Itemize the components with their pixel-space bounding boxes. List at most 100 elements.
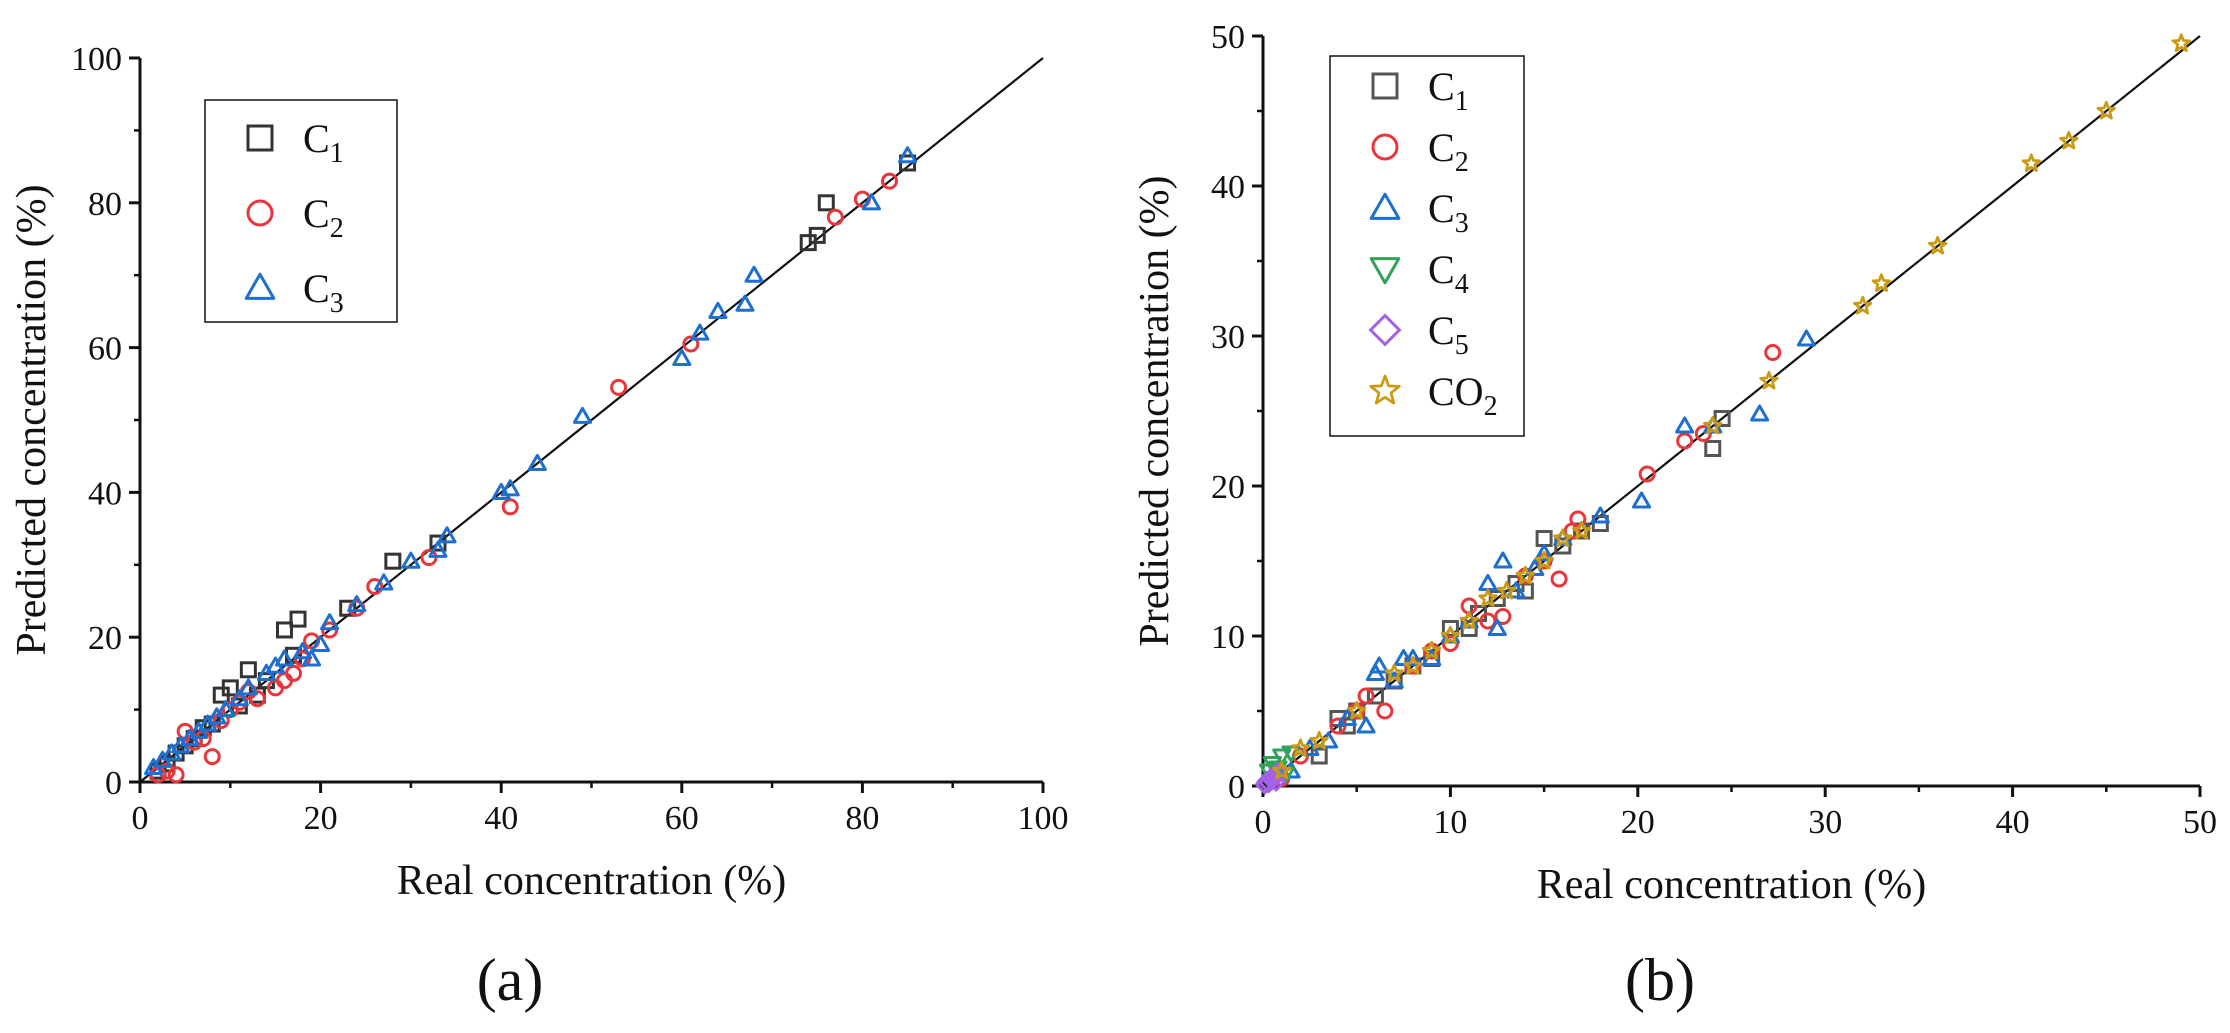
- x-tick-label: 60: [665, 800, 699, 837]
- data-point: [808, 226, 826, 244]
- y-tick-label: 40: [1211, 169, 1245, 206]
- legend-marker-c2: [246, 199, 274, 227]
- x-tick-label: 40: [1996, 804, 2030, 841]
- legend-marker-c2: [1371, 133, 1399, 161]
- panel-a-chart: 0 20 40 60 80 100 0 20 40 60 80 100 Real concentrati…: [9, 41, 1069, 1013]
- data-point: [384, 552, 402, 570]
- legend-marker-c3: [1369, 192, 1401, 220]
- data-point: [1357, 687, 1375, 705]
- x-tick-label: 40: [484, 800, 518, 837]
- legend-label-c3: C3: [1428, 186, 1469, 239]
- data-point: [212, 711, 230, 729]
- data-point: [1478, 588, 1498, 607]
- data-point: [1571, 520, 1592, 540]
- y-axis-title: Predicted concentration (%): [1132, 175, 1178, 646]
- data-point: [1871, 273, 1892, 292]
- legend-label-c2: C2: [1428, 125, 1469, 178]
- y-tick-label: 30: [1211, 319, 1245, 356]
- x-tick-label: 30: [1808, 804, 1842, 841]
- data-point: [274, 649, 295, 667]
- data-point: [1704, 440, 1722, 457]
- data-point: [320, 613, 340, 631]
- data-point: [1366, 687, 1384, 705]
- data-point: [1309, 730, 1329, 750]
- legend-marker-c4: [1369, 257, 1401, 285]
- legend-label-c5: C5: [1428, 308, 1469, 361]
- x-axis-title: Real concentration (%): [1537, 862, 1926, 908]
- legend-box: [204, 99, 398, 323]
- data-point: [1376, 702, 1394, 720]
- data-point: [302, 649, 322, 667]
- legend-label-c1: C1: [303, 116, 344, 169]
- data-point: [158, 755, 176, 773]
- data-point: [826, 208, 844, 226]
- data-point: [2059, 130, 2079, 150]
- data-point: [292, 642, 313, 660]
- data-point: [1550, 570, 1568, 588]
- y-tick-label: 80: [88, 186, 122, 223]
- data-point: [880, 172, 898, 190]
- data-point: [437, 526, 457, 544]
- y-tick-label: 100: [71, 41, 122, 78]
- x-tick-label: 50: [2183, 804, 2217, 841]
- data-point: [1515, 565, 1536, 585]
- data-point: [401, 551, 421, 569]
- x-tick-label: 10: [1433, 804, 1467, 841]
- data-point: [682, 335, 700, 353]
- data-point: [1703, 415, 1723, 435]
- data-point: [1478, 573, 1498, 592]
- data-point: [229, 689, 249, 707]
- legend-marker-co2: [1369, 374, 1401, 405]
- data-point: [1487, 618, 1507, 637]
- data-point: [2021, 153, 2042, 172]
- legend: C1 C2 C3 C4 C5 CO2: [1329, 55, 1525, 437]
- data-point: [572, 406, 593, 424]
- y-tick-label: 0: [105, 765, 122, 802]
- series-co2: [1272, 33, 2191, 780]
- x-tick-label: 20: [1621, 804, 1655, 841]
- data-point: [1421, 640, 1442, 660]
- data-point: [238, 678, 258, 696]
- data-point: [275, 621, 293, 639]
- data-point: [1488, 590, 1506, 607]
- series-c3: [143, 146, 918, 776]
- x-tick-label: 0: [1255, 804, 1272, 841]
- data-point: [1493, 551, 1513, 569]
- data-point: [1356, 716, 1376, 734]
- data-point: [610, 378, 628, 396]
- data-point: [1384, 663, 1404, 682]
- legend-label-c1: C1: [1428, 64, 1469, 117]
- data-point: [2171, 33, 2191, 52]
- data-point: [817, 194, 835, 212]
- data-point: [216, 700, 236, 718]
- panel-b-chart: 0 10 20 30 40 50 0 10 20 30 40 50 Real concentration…: [1132, 19, 2217, 1013]
- data-point: [500, 479, 520, 497]
- data-point: [1535, 530, 1553, 547]
- data-point: [1440, 625, 1461, 645]
- data-point: [339, 599, 357, 617]
- data-point: [1631, 491, 1652, 509]
- legend-label-c3: C3: [303, 266, 344, 319]
- y-tick-label: 20: [88, 620, 122, 657]
- x-tick-label: 0: [132, 800, 149, 837]
- data-point: [1638, 465, 1656, 483]
- legend-marker-c1: [246, 124, 274, 152]
- data-point: [1676, 432, 1694, 450]
- legend-label-co2: CO2: [1428, 369, 1498, 422]
- legend-label-c4: C4: [1428, 247, 1469, 300]
- legend-marker-c3: [244, 272, 276, 300]
- x-tick-label: 80: [845, 800, 879, 837]
- data-point: [1403, 648, 1423, 667]
- panel-label: (b): [1625, 947, 1695, 1013]
- data-point: [1927, 235, 1948, 255]
- data-point: [1796, 329, 1817, 347]
- data-point: [1534, 543, 1554, 562]
- data-point: [1369, 656, 1389, 674]
- y-tick-label: 0: [1228, 769, 1245, 806]
- data-point: [690, 323, 710, 341]
- data-point: [1713, 410, 1731, 427]
- data-point: [1496, 580, 1517, 600]
- data-point: [708, 301, 728, 319]
- data-point: [347, 595, 367, 613]
